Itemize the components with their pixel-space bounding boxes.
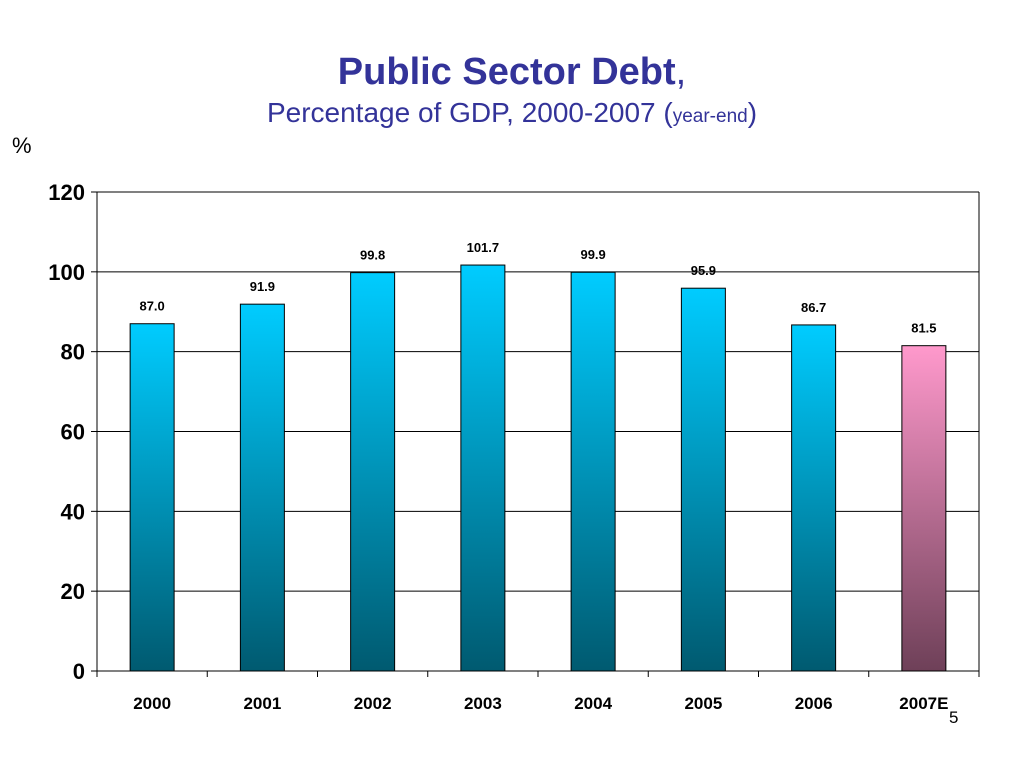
y-tick-label: 0 — [73, 659, 85, 684]
data-label-2003: 101.7 — [467, 240, 500, 255]
x-tick-label-2004: 2004 — [574, 694, 612, 713]
y-axis-unit-label: % — [12, 133, 32, 158]
title-main: Public Sector Debt — [337, 51, 676, 93]
data-label-2007E: 81.5 — [911, 321, 936, 336]
chart-subtitle: Percentage of GDP, 2000-2007 (year-end) — [0, 96, 1024, 134]
data-label-2005: 95.9 — [691, 263, 716, 278]
bar-2002 — [350, 272, 396, 672]
bar-2007E — [901, 345, 947, 672]
data-label-2004: 99.9 — [580, 247, 605, 262]
x-tick-label-2003: 2003 — [464, 694, 502, 713]
page-number: 5 — [949, 708, 959, 727]
y-tick-label: 20 — [61, 579, 85, 604]
bar-2003 — [460, 264, 506, 672]
data-label-2002: 99.8 — [360, 248, 385, 263]
subtitle-prefix: Percentage of GDP, 2000-2007 ( — [266, 97, 673, 128]
x-tick-label-2000: 2000 — [133, 694, 171, 713]
bar-2001 — [239, 303, 285, 672]
y-tick-label: 40 — [61, 499, 85, 524]
x-tick-label-2006: 2006 — [795, 694, 833, 713]
chart-title: Public Sector Debt, Percentage of GDP, 2… — [0, 48, 1024, 134]
x-tick-label-2007E: 2007E — [899, 694, 948, 713]
y-tick-label: 100 — [48, 260, 85, 285]
y-tick-label: 80 — [61, 340, 85, 365]
bar-2000 — [129, 323, 175, 672]
subtitle-suffix: ) — [747, 97, 758, 128]
x-tick-label-2005: 2005 — [684, 694, 722, 713]
data-label-2001: 91.9 — [250, 279, 275, 294]
data-label-2006: 86.7 — [801, 300, 826, 315]
x-tick-label-2001: 2001 — [243, 694, 281, 713]
x-tick-label-2002: 2002 — [354, 694, 392, 713]
y-tick-label: 120 — [48, 180, 85, 205]
bar-2004 — [570, 271, 616, 672]
subtitle-year-end: year-end — [672, 106, 748, 127]
bar-2006 — [791, 324, 837, 672]
data-label-2000: 87.0 — [139, 299, 164, 314]
title-comma: , — [675, 51, 687, 93]
y-tick-label: 60 — [61, 420, 85, 445]
bar-2005 — [680, 287, 726, 672]
